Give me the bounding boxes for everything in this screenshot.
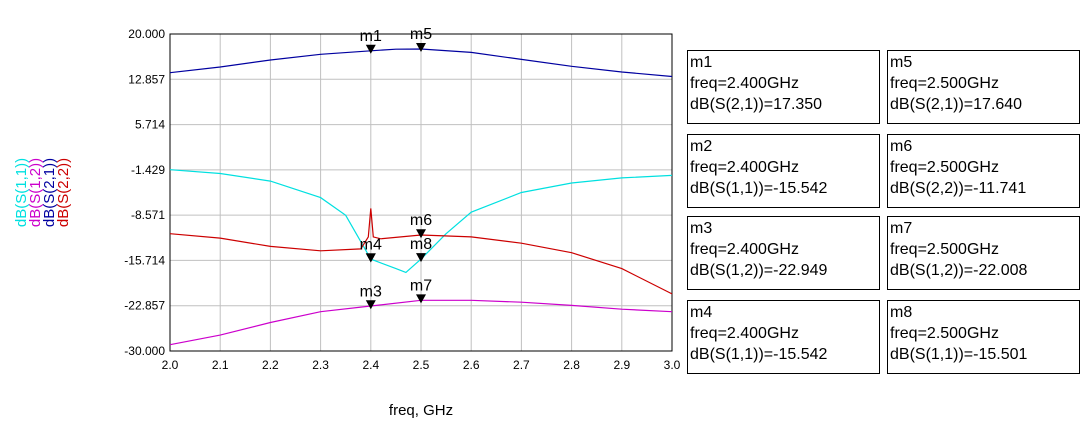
marker-label-m8: m8 (410, 236, 432, 253)
marker-label-m3: m3 (360, 283, 382, 300)
readout-m4-value: dB(S(1,1))=-15.542 (690, 346, 828, 363)
marker-label-m4: m4 (360, 236, 382, 253)
x-tick-label: 2.4 (362, 358, 379, 372)
x-tick-label: 2.5 (413, 358, 430, 372)
series-line-db-s-2-2 (169, 208, 673, 295)
markers: m1 m5 m6 m8 m4 m3 m7 (360, 26, 432, 310)
y-axis-label-series: dB(S(2,2)) (55, 158, 72, 227)
y-axis-labels: dB(S(1,1))dB(S(1,2))dB(S(2,1))dB(S(2,2)) (13, 158, 72, 227)
readout-m3-name: m3 (690, 220, 713, 237)
readout-m7-freq: freq=2.500GHz (890, 241, 999, 258)
x-tick-label: 2.3 (312, 358, 329, 372)
x-axis-label: freq, GHz (389, 402, 453, 419)
marker-m6 (416, 229, 426, 239)
readout-m4-name: m4 (690, 304, 713, 321)
marker-m4 (365, 253, 376, 263)
plot-frame (169, 33, 673, 352)
readout-m3: m3 freq=2.400GHz dB(S(1,2))=-22.949 (687, 216, 880, 290)
readout-m7-value: dB(S(1,2))=-22.008 (890, 262, 1028, 279)
marker-m8 (416, 253, 426, 263)
y-tick-label: 12.857 (128, 72, 165, 86)
readout-m8-freq: freq=2.500GHz (890, 325, 999, 342)
series-line-db-s-1-1 (169, 169, 673, 274)
readout-m5: m5 freq=2.500GHz dB(S(2,1))=17.640 (887, 50, 1080, 124)
readout-m6-value: dB(S(2,2))=-11.741 (890, 180, 1027, 197)
marker-label-m1: m1 (360, 28, 382, 45)
series-line-db-s-2-1 (169, 48, 673, 78)
x-tick-label: 2.8 (563, 358, 580, 372)
readout-m6-name: m6 (890, 138, 913, 155)
readout-m4: m4 freq=2.400GHz dB(S(1,1))=-15.542 (687, 300, 880, 374)
readout-m5-name: m5 (890, 54, 913, 71)
y-tick-label: 5.714 (135, 118, 165, 132)
x-tick-label: 2.1 (212, 358, 229, 372)
readout-m7-name: m7 (890, 220, 913, 237)
y-tick-label: -8.571 (131, 208, 165, 222)
readout-m5-value: dB(S(2,1))=17.640 (890, 96, 1023, 113)
readout-m2-name: m2 (690, 138, 713, 155)
x-tick-label: 3.0 (664, 358, 681, 372)
x-tick-label: 2.9 (613, 358, 630, 372)
y-tick-label: -15.714 (124, 253, 165, 267)
readout-m2-freq: freq=2.400GHz (690, 159, 799, 176)
readout-m6: m6 freq=2.500GHz dB(S(2,2))=-11.741 (887, 134, 1080, 208)
readout-m8-value: dB(S(1,1))=-15.501 (890, 346, 1028, 363)
readout-m7: m7 freq=2.500GHz dB(S(1,2))=-22.008 (887, 216, 1080, 290)
marker-m1 (365, 44, 376, 54)
readout-m4-freq: freq=2.400GHz (690, 325, 799, 342)
readout-m8-name: m8 (890, 304, 913, 321)
marker-m7 (416, 294, 426, 304)
y-tick-label: 20.000 (128, 27, 165, 41)
marker-m3 (365, 300, 376, 310)
readout-m8: m8 freq=2.500GHz dB(S(1,1))=-15.501 (887, 300, 1080, 374)
y-axis-label-series: dB(S(2,1)) (41, 158, 58, 227)
readout-m2: m2 freq=2.400GHz dB(S(1,1))=-15.542 (687, 134, 880, 208)
readout-m2-value: dB(S(1,1))=-15.542 (690, 180, 828, 197)
x-tick-label: 2.7 (513, 358, 530, 372)
x-tick-label: 2.6 (463, 358, 480, 372)
readout-m1: m1 freq=2.400GHz dB(S(2,1))=17.350 (687, 50, 880, 124)
marker-m5 (416, 42, 426, 52)
x-tick-labels: 2.0 2.1 2.2 2.3 2.4 2.5 2.6 2.7 2.8 2.9 3.0 (162, 358, 681, 372)
y-tick-label: -30.000 (124, 344, 165, 358)
marker-label-m5: m5 (410, 26, 432, 43)
readout-m1-name: m1 (690, 54, 713, 71)
y-axis-label-series: dB(S(1,2)) (27, 158, 44, 227)
x-tick-label: 2.2 (262, 358, 279, 372)
readout-m1-freq: freq=2.400GHz (690, 75, 799, 92)
readout-m3-freq: freq=2.400GHz (690, 241, 799, 258)
readout-m5-freq: freq=2.500GHz (890, 75, 999, 92)
readout-m6-freq: freq=2.500GHz (890, 159, 999, 176)
readout-m3-value: dB(S(1,2))=-22.949 (690, 262, 828, 279)
grid (170, 34, 672, 351)
y-tick-label: -22.857 (124, 299, 165, 313)
y-axis-label-series: dB(S(1,1)) (13, 158, 30, 227)
y-tick-label: -1.429 (131, 163, 165, 177)
y-tick-labels: 20.000 12.857 5.714 -1.429 -8.571 -15.714 -22.… (124, 27, 165, 358)
readout-m1-value: dB(S(2,1))=17.350 (690, 96, 823, 113)
marker-label-m7: m7 (410, 277, 432, 294)
x-tick-label: 2.0 (162, 358, 179, 372)
marker-label-m6: m6 (410, 212, 432, 229)
